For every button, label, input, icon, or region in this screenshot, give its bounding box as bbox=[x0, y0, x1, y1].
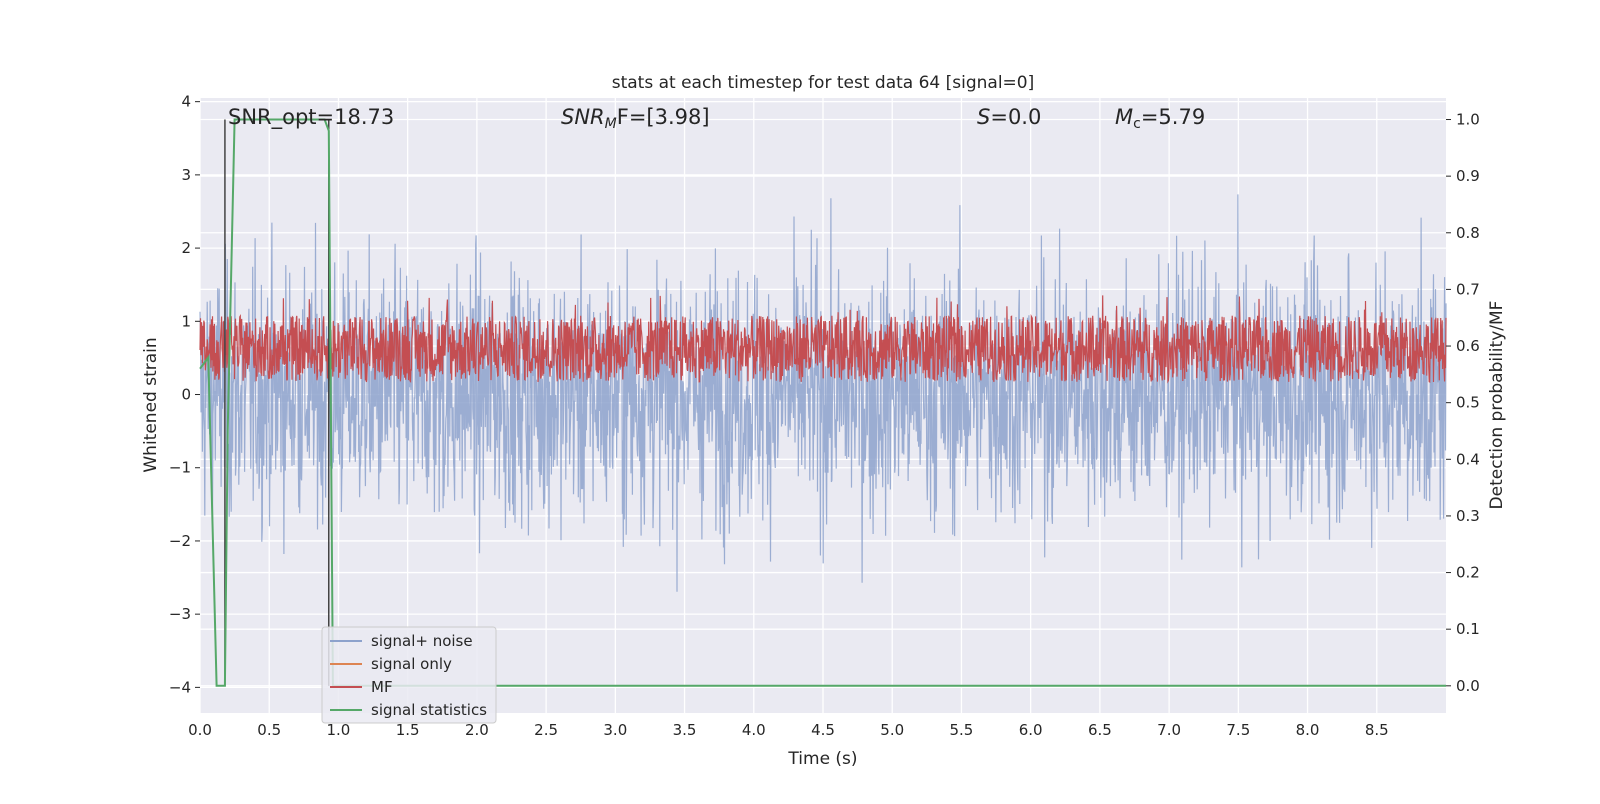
plot-area bbox=[199, 118, 1447, 687]
x-tick-label: 2.0 bbox=[465, 721, 489, 739]
legend-box bbox=[321, 626, 497, 724]
x-tick-label: 5.0 bbox=[880, 721, 904, 739]
x-tick-label: 8.5 bbox=[1365, 721, 1389, 739]
y-tick-label-left: 2 bbox=[181, 239, 191, 257]
series-signal-noise-line bbox=[199, 194, 1447, 592]
y-tick-label-right: 0.5 bbox=[1456, 394, 1480, 412]
series-mf-line bbox=[199, 295, 1447, 384]
x-tick-label: 1.5 bbox=[396, 721, 420, 739]
snr-opt-annotation: SNR_opt=18.73 bbox=[228, 105, 394, 130]
y-tick-label-right: 0.3 bbox=[1456, 507, 1480, 525]
y-tick-label-right: 0.0 bbox=[1456, 677, 1480, 695]
y-tick-label-left: −4 bbox=[169, 678, 191, 696]
y-axis-label-left: Whitened strain bbox=[141, 337, 161, 472]
x-tick-label: 4.5 bbox=[811, 721, 835, 739]
y-axis-label-right: Detection probability/MF bbox=[1487, 301, 1507, 510]
x-tick-label: 0.0 bbox=[188, 721, 212, 739]
x-tick-label: 4.0 bbox=[742, 721, 766, 739]
y-tick-label-right: 0.8 bbox=[1456, 224, 1480, 242]
tick-labels: 0.0 0.5 1.0 1.5 2.0 2.5 3.0 3.5 4.0 4.5 5.0 5.5 6.0 6… bbox=[169, 93, 1480, 739]
y-tick-label-left: 1 bbox=[181, 312, 191, 330]
x-tick-label: 0.5 bbox=[257, 721, 281, 739]
x-tick-label: 2.5 bbox=[534, 721, 558, 739]
legend-label-signal-only: signal only bbox=[371, 655, 452, 673]
x-tick-label: 6.0 bbox=[1019, 721, 1043, 739]
x-tick-label: 8.0 bbox=[1296, 721, 1320, 739]
y-tick-label-right: 0.2 bbox=[1456, 564, 1480, 582]
y-tick-label-left: −3 bbox=[169, 605, 191, 623]
y-tick-label-right: 0.4 bbox=[1456, 450, 1480, 468]
s-annotation: S=0.0 bbox=[977, 105, 1041, 129]
y-tick-label-left: 0 bbox=[181, 386, 191, 404]
x-axis-label: Time (s) bbox=[787, 749, 857, 769]
x-tick-label: 6.5 bbox=[1088, 721, 1112, 739]
series-signal-statistics-line bbox=[199, 118, 1446, 687]
x-tick-label: 3.0 bbox=[603, 721, 627, 739]
legend-label-signal-statistics: signal statistics bbox=[371, 701, 487, 719]
y-tick-label-left: −2 bbox=[169, 532, 191, 550]
x-tick-label: 7.0 bbox=[1157, 721, 1181, 739]
x-tick-label: 3.5 bbox=[673, 721, 697, 739]
y-tick-label-left: 3 bbox=[181, 166, 191, 184]
y-tick-label-left: −1 bbox=[169, 459, 191, 477]
y-tick-label-right: 0.9 bbox=[1456, 167, 1480, 185]
y-tick-label-right: 0.1 bbox=[1456, 620, 1480, 638]
chart-title: stats at each timestep for test data 64 … bbox=[612, 73, 1035, 93]
legend: signal+ noise signal only MF signal stat… bbox=[321, 626, 497, 724]
y-tick-label-right: 1.0 bbox=[1456, 111, 1480, 129]
mc-annotation: Mc=5.79 bbox=[1115, 105, 1205, 132]
y-tick-label-right: 0.6 bbox=[1456, 337, 1480, 355]
x-tick-label: 5.5 bbox=[950, 721, 974, 739]
legend-label-signal-noise: signal+ noise bbox=[371, 632, 473, 650]
snr-mf-annotation: SNRMF=[3.98] bbox=[561, 105, 710, 132]
y-tick-label-left: 4 bbox=[181, 93, 191, 111]
x-tick-label: 1.0 bbox=[327, 721, 351, 739]
x-tick-label: 7.5 bbox=[1226, 721, 1250, 739]
legend-label-mf: MF bbox=[371, 678, 393, 696]
y-tick-label-right: 0.7 bbox=[1456, 280, 1480, 298]
